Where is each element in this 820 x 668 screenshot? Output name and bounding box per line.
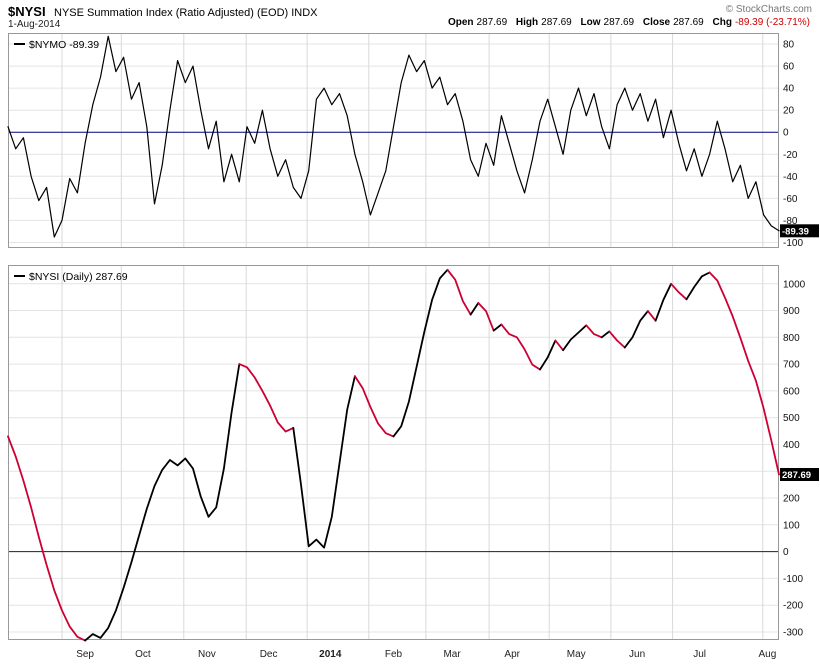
low-value: 287.69	[603, 17, 635, 28]
svg-text:-300: -300	[783, 628, 803, 639]
copyright-link[interactable]: © StockCharts.com	[725, 4, 812, 15]
open-value: 287.69	[476, 17, 508, 28]
svg-text:Oct: Oct	[135, 649, 151, 660]
open-label: Open	[447, 17, 474, 28]
svg-text:100: 100	[783, 520, 800, 531]
svg-text:May: May	[567, 649, 586, 660]
svg-text:-20: -20	[783, 150, 798, 161]
high-label: High	[515, 17, 539, 28]
svg-text:20: 20	[783, 106, 795, 117]
svg-text:-80: -80	[783, 216, 798, 227]
svg-text:200: 200	[783, 494, 800, 505]
svg-text:$NYSI (Daily) 287.69: $NYSI (Daily) 287.69	[29, 271, 128, 283]
svg-text:60: 60	[783, 62, 795, 73]
svg-text:Jul: Jul	[693, 649, 706, 660]
svg-text:Nov: Nov	[198, 649, 216, 660]
svg-text:400: 400	[783, 440, 800, 451]
svg-text:Feb: Feb	[385, 649, 403, 660]
svg-text:$NYMO -89.39: $NYMO -89.39	[29, 39, 99, 51]
svg-text:1000: 1000	[783, 279, 806, 290]
svg-text:800: 800	[783, 333, 800, 344]
chart-header: $NYSI NYSE Summation Index (Ratio Adjust…	[8, 3, 318, 21]
svg-text:Mar: Mar	[443, 649, 461, 660]
svg-text:600: 600	[783, 386, 800, 397]
svg-text:500: 500	[783, 413, 800, 424]
chart-date: 1-Aug-2014	[8, 19, 61, 30]
svg-text:900: 900	[783, 306, 800, 317]
low-label: Low	[580, 17, 601, 28]
svg-text:Sep: Sep	[76, 649, 94, 660]
svg-text:80: 80	[783, 40, 795, 51]
close-label: Close	[642, 17, 671, 28]
svg-text:0: 0	[783, 128, 789, 139]
svg-text:Apr: Apr	[504, 649, 520, 660]
chg-value: -89.39 (-23.71%)	[734, 17, 810, 28]
svg-text:0: 0	[783, 547, 789, 558]
svg-text:-40: -40	[783, 172, 798, 183]
svg-text:Jun: Jun	[629, 649, 645, 660]
svg-text:-89.39: -89.39	[782, 226, 809, 237]
svg-text:2014: 2014	[319, 649, 342, 660]
svg-text:700: 700	[783, 360, 800, 371]
svg-text:Aug: Aug	[759, 649, 777, 660]
svg-text:40: 40	[783, 84, 795, 95]
svg-text:-100: -100	[783, 574, 803, 585]
ticker-symbol: $NYSI	[8, 4, 46, 19]
chg-label: Chg	[712, 17, 732, 28]
chart-title: NYSE Summation Index (Ratio Adjusted) (E…	[54, 7, 318, 19]
ohlc-quote: Open 287.69 High 287.69 Low 287.69 Close 287…	[442, 17, 810, 28]
svg-text:-200: -200	[783, 601, 803, 612]
svg-text:Dec: Dec	[260, 649, 278, 660]
close-value: 287.69	[673, 17, 704, 28]
svg-text:-60: -60	[783, 194, 798, 205]
svg-text:287.69: 287.69	[782, 470, 811, 481]
svg-text:-100: -100	[783, 238, 803, 249]
high-value: 287.69	[541, 17, 572, 28]
